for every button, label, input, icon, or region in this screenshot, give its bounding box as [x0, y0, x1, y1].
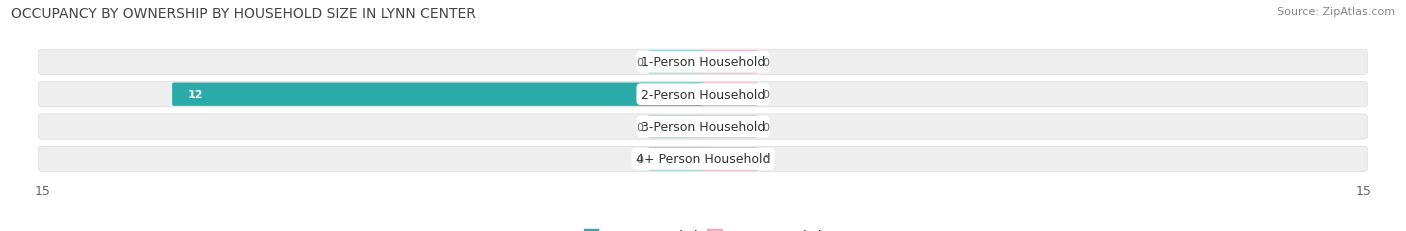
FancyBboxPatch shape: [38, 114, 1368, 140]
Text: 3-Person Household: 3-Person Household: [641, 121, 765, 134]
Text: 0: 0: [637, 58, 644, 67]
FancyBboxPatch shape: [700, 148, 758, 171]
Text: 0: 0: [762, 58, 769, 67]
FancyBboxPatch shape: [648, 51, 706, 74]
Text: 0: 0: [762, 154, 769, 164]
Text: Source: ZipAtlas.com: Source: ZipAtlas.com: [1277, 7, 1395, 17]
Text: 12: 12: [187, 90, 202, 100]
FancyBboxPatch shape: [648, 116, 706, 139]
FancyBboxPatch shape: [38, 82, 1368, 107]
Text: 4+ Person Household: 4+ Person Household: [636, 153, 770, 166]
Text: 0: 0: [762, 122, 769, 132]
FancyBboxPatch shape: [38, 147, 1368, 172]
FancyBboxPatch shape: [700, 51, 758, 74]
FancyBboxPatch shape: [700, 116, 758, 139]
Text: 0: 0: [637, 154, 644, 164]
FancyBboxPatch shape: [700, 83, 758, 106]
Text: 0: 0: [762, 90, 769, 100]
FancyBboxPatch shape: [172, 83, 706, 106]
FancyBboxPatch shape: [648, 148, 706, 171]
Text: 0: 0: [637, 122, 644, 132]
Text: 1-Person Household: 1-Person Household: [641, 56, 765, 69]
Legend: Owner-occupied, Renter-occupied: Owner-occupied, Renter-occupied: [579, 224, 827, 231]
FancyBboxPatch shape: [38, 50, 1368, 75]
Text: 2-Person Household: 2-Person Household: [641, 88, 765, 101]
Text: OCCUPANCY BY OWNERSHIP BY HOUSEHOLD SIZE IN LYNN CENTER: OCCUPANCY BY OWNERSHIP BY HOUSEHOLD SIZE…: [11, 7, 477, 21]
